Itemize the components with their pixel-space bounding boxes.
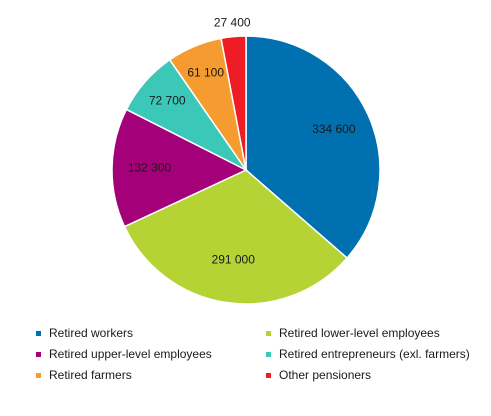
legend-item-retired-upper-level-employees: Retired upper-level employees (36, 347, 212, 361)
slice-value-label: 27 400 (214, 15, 251, 29)
slice-value-label: 72 700 (149, 93, 186, 107)
legend-swatch (266, 351, 271, 357)
pie-slice-retired-upper-level-employees (111, 108, 248, 228)
legend-swatch (36, 351, 41, 357)
legend-item-retired-lower-level-employees: Retired lower-level employees (266, 326, 440, 340)
legend-item-other-pensioners: Other pensioners (266, 368, 371, 382)
pie-slice-retired-workers (245, 35, 381, 260)
legend-swatch (266, 330, 271, 336)
legend-swatch (36, 330, 41, 336)
legend-item-retired-farmers: Retired farmers (36, 368, 132, 382)
legend-label: Retired workers (49, 326, 134, 340)
slice-value-label: 132 300 (128, 161, 172, 175)
legend-label: Retired upper-level employees (49, 347, 212, 361)
legend-item-retired-workers: Retired workers (36, 326, 133, 340)
slice-value-label: 61 100 (187, 66, 224, 80)
legend-label: Other pensioners (279, 368, 372, 382)
legend-swatch (36, 372, 41, 378)
legend-label: Retired farmers (49, 368, 132, 382)
slice-value-label: 291 000 (212, 252, 256, 266)
pie-slice-retired-lower-level-employees (123, 169, 349, 305)
legend-swatch (266, 372, 271, 378)
legend-label: Retired lower-level employees (279, 326, 440, 340)
slice-value-label: 334 600 (312, 122, 356, 136)
legend-label: Retired entrepreneurs (exl. farmers) (279, 347, 470, 361)
legend-item-retired-entrepreneurs: Retired entrepreneurs (exl. farmers) (266, 347, 470, 361)
pie-slice-other-pensioners (220, 35, 247, 171)
